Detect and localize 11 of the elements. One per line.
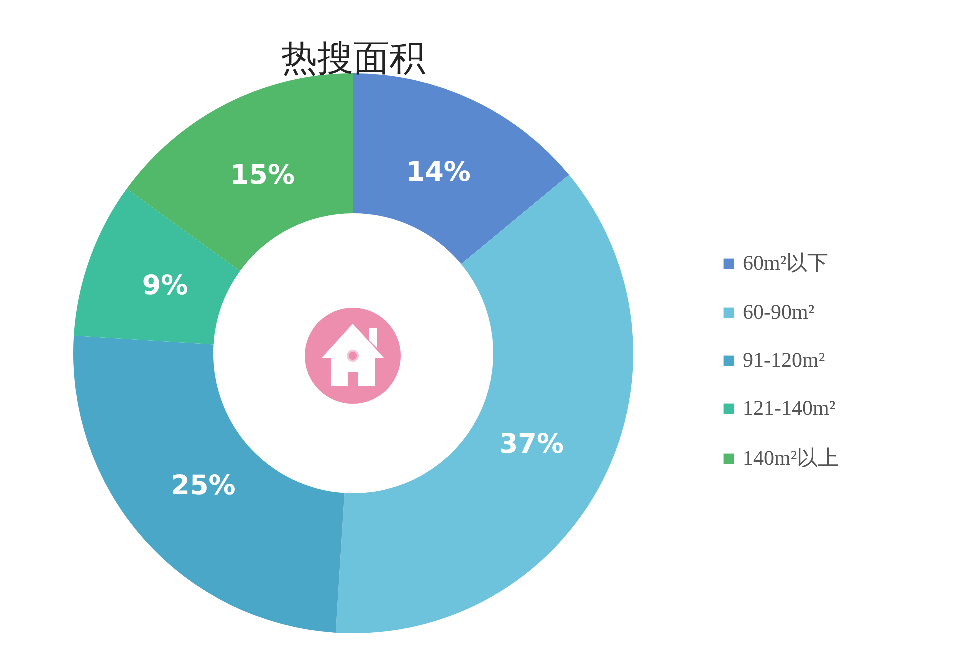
legend-label: 91-120m² (743, 348, 826, 373)
data-label: 9% (142, 270, 188, 302)
data-label: 25% (171, 470, 236, 502)
data-label: 15% (230, 160, 296, 191)
chart-title: 热搜面积 (282, 38, 426, 78)
data-label: 37% (499, 428, 564, 460)
legend-label: 140m²以上 (743, 445, 840, 472)
data-label: 14% (406, 157, 471, 188)
legend-label: 60-90m² (743, 300, 815, 325)
legend-label: 60m²以下 (743, 250, 829, 277)
legend-label: 121-140m² (743, 396, 836, 421)
